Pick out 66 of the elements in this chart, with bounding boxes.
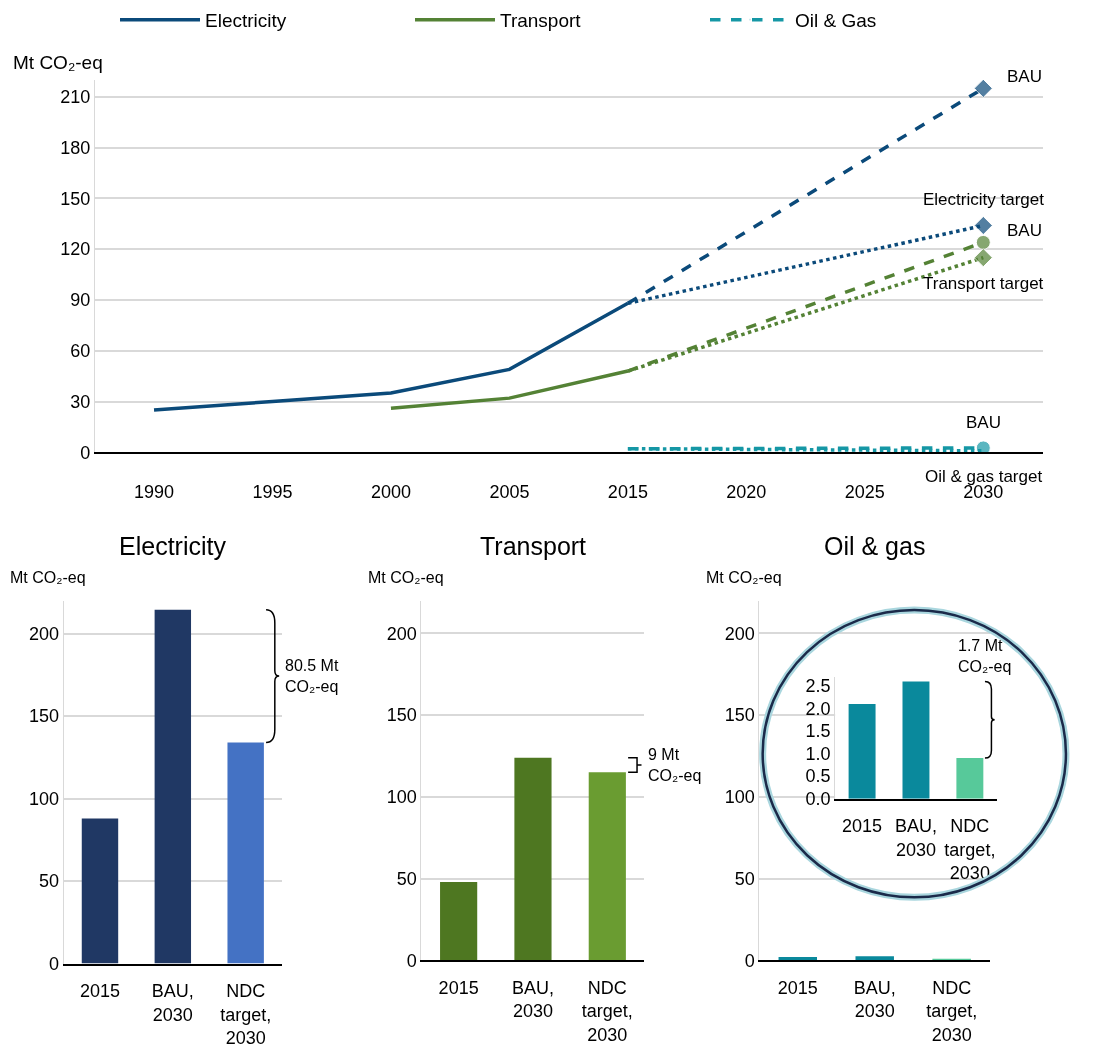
y-tick-label: 200 bbox=[28, 623, 59, 644]
y-tick-label: 2.5 bbox=[805, 676, 831, 697]
y-tick-label: 200 bbox=[724, 623, 755, 644]
annotation: 1.7 Mt CO₂-eq bbox=[958, 637, 1012, 675]
x-tick-label: NDC target, 2030 bbox=[926, 978, 978, 1045]
annotation: BAU bbox=[966, 413, 1001, 432]
y-tick-label: 1.0 bbox=[805, 743, 831, 764]
y-tick-label: 210 bbox=[60, 87, 91, 108]
legend-label: Transport bbox=[500, 10, 582, 32]
x-tick-label: NDC target, 2030 bbox=[581, 978, 633, 1045]
y-tick-label: 150 bbox=[28, 706, 59, 727]
chart-title: Electricity bbox=[119, 532, 227, 560]
y-tick-label: 150 bbox=[724, 705, 755, 726]
x-tick-label: BAU, 2030 bbox=[511, 978, 554, 1022]
x-tick-label: 2000 bbox=[370, 481, 411, 502]
legend-label: Electricity bbox=[205, 10, 287, 32]
y-tick-label: 100 bbox=[386, 787, 417, 808]
x-tick-label: NDC target, 2030 bbox=[220, 981, 272, 1048]
x-tick-label: 2005 bbox=[489, 481, 530, 502]
y-axis-title: Mt CO₂-eq bbox=[706, 569, 782, 586]
y-tick-label: 100 bbox=[724, 787, 755, 808]
x-tick-label: 2025 bbox=[844, 481, 885, 502]
x-tick-label: 1990 bbox=[133, 481, 175, 502]
x-tick-label: 2015 bbox=[438, 978, 479, 999]
x-tick-label: 2015 bbox=[777, 978, 818, 999]
y-tick-label: 0 bbox=[80, 442, 91, 463]
x-tick-label: NDC target, 2030 bbox=[944, 816, 996, 884]
legend-label: Oil & Gas bbox=[795, 10, 877, 32]
annotation: Electricity target bbox=[923, 190, 1045, 209]
y-axis-title: Mt CO₂-eq bbox=[10, 569, 86, 586]
x-tick-label: 2015 bbox=[842, 816, 883, 837]
y-tick-label: 120 bbox=[60, 239, 91, 260]
y-tick-label: 0 bbox=[406, 950, 417, 971]
x-tick-label: BAU, 2030 bbox=[151, 981, 194, 1025]
x-tick-label: 2015 bbox=[607, 481, 648, 502]
chart-title: Oil & gas bbox=[824, 532, 926, 560]
y-tick-label: 0.0 bbox=[805, 788, 831, 809]
y-tick-label: 150 bbox=[60, 188, 91, 209]
y-tick-label: 90 bbox=[70, 290, 91, 311]
x-tick-label: BAU, 2030 bbox=[853, 978, 896, 1022]
annotation: BAU bbox=[1007, 221, 1042, 240]
text: 9 Mt CO₂-eq bbox=[648, 746, 702, 784]
y-tick-label: 50 bbox=[38, 871, 59, 892]
text: 80.5 Mt CO₂-eq bbox=[285, 657, 339, 695]
y-tick-label: 60 bbox=[70, 341, 91, 362]
y-tick-label: 180 bbox=[60, 137, 91, 158]
y-tick-label: 1.5 bbox=[805, 721, 831, 742]
y-tick-label: 100 bbox=[28, 788, 59, 809]
x-tick-label: 2020 bbox=[726, 481, 767, 502]
y-tick-label: 2.0 bbox=[805, 698, 831, 719]
y-tick-label: 0.5 bbox=[805, 766, 831, 787]
y-tick-label: 150 bbox=[386, 705, 417, 726]
y-tick-label: 0 bbox=[744, 950, 755, 971]
x-tick-label: 2015 bbox=[79, 981, 120, 1002]
y-tick-label: 50 bbox=[734, 868, 755, 889]
y-tick-label: 30 bbox=[70, 391, 91, 412]
y-tick-label: 50 bbox=[396, 868, 417, 889]
annotation: BAU bbox=[1007, 67, 1042, 86]
y-tick-label: 0 bbox=[48, 953, 59, 974]
chart-title: Transport bbox=[480, 532, 587, 560]
annotation: Transport target bbox=[923, 274, 1044, 293]
y-axis-title: Mt CO₂-eq bbox=[13, 52, 103, 73]
y-axis-title: Mt CO₂-eq bbox=[368, 569, 444, 586]
y-tick-label: 200 bbox=[386, 623, 417, 644]
x-tick-label: 1995 bbox=[252, 481, 293, 502]
x-tick-label: BAU, 2030 bbox=[894, 816, 937, 860]
